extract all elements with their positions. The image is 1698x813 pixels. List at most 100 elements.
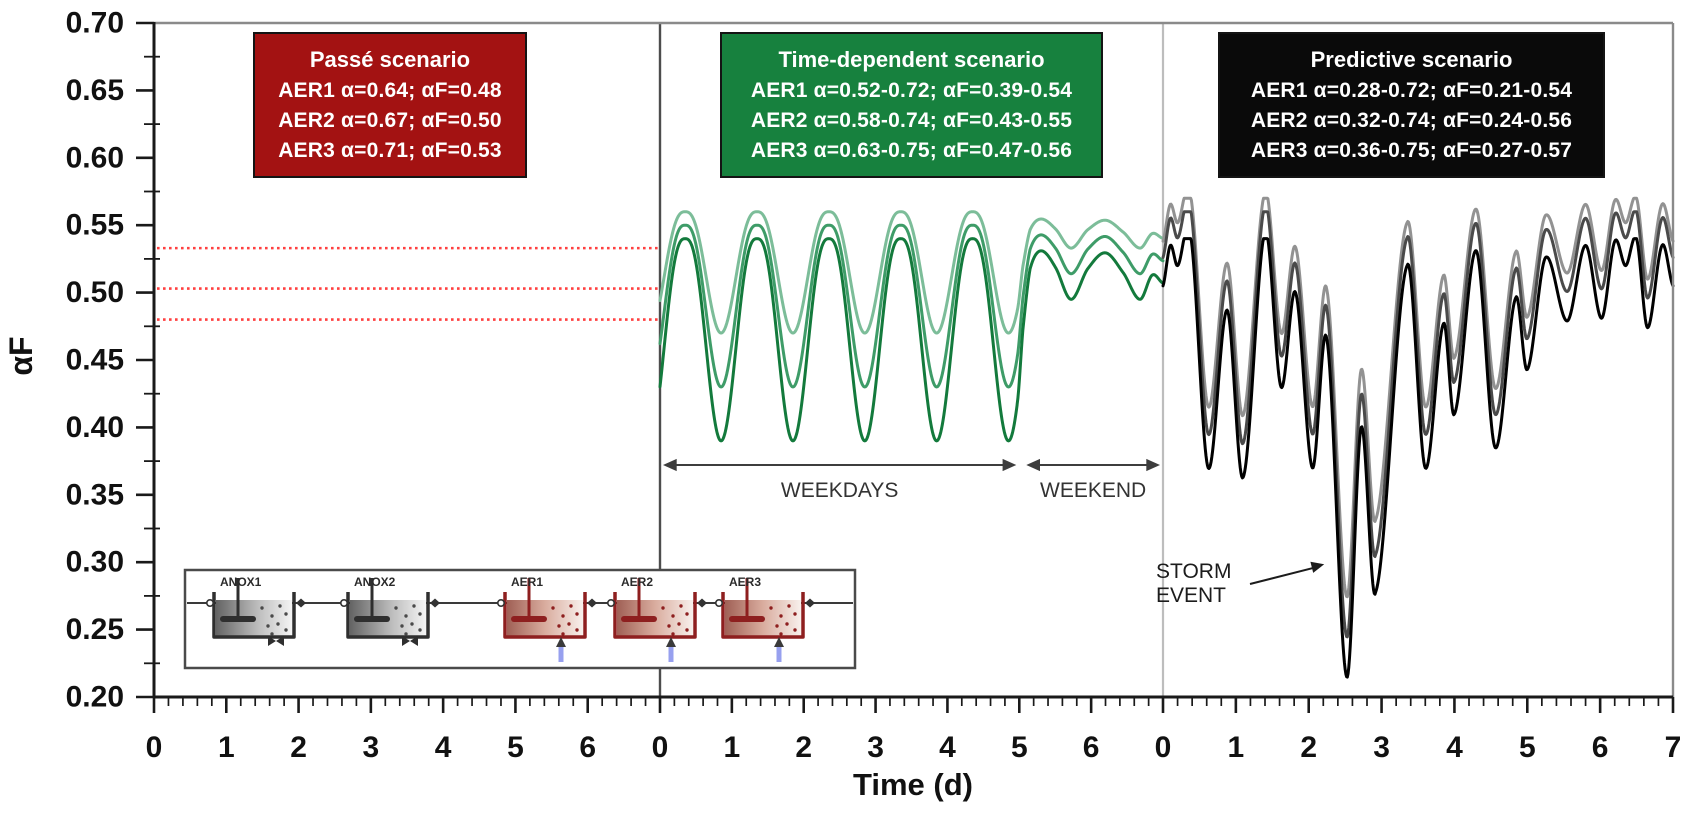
x-tick-label: 1 bbox=[1228, 731, 1245, 764]
inset-bubble bbox=[685, 612, 689, 616]
inset-tank-anox1 bbox=[212, 592, 296, 639]
curve-predictive-aer1 bbox=[1161, 237, 1675, 679]
inset-bubble bbox=[769, 606, 773, 610]
inset-bubble bbox=[284, 612, 288, 616]
y-axis-title: αF bbox=[3, 336, 39, 375]
y-tick-label: 0.55 bbox=[66, 209, 124, 242]
y-tick-label: 0.25 bbox=[66, 613, 124, 646]
storm-event-arrowhead bbox=[1310, 561, 1325, 573]
inset-valve-left bbox=[402, 636, 410, 646]
y-tick-label: 0.40 bbox=[66, 411, 124, 444]
curve-predictive-aer2 bbox=[1161, 210, 1675, 639]
y-tick-label: 0.35 bbox=[66, 478, 124, 511]
passe-aer1-values: AER1 α=0.64; αF=0.48 bbox=[278, 79, 502, 102]
passe-scenario-title: Passé scenario bbox=[309, 47, 471, 72]
inset-outlet-connector bbox=[430, 598, 440, 608]
inset-tank-aer3 bbox=[721, 592, 805, 639]
inset-bubble bbox=[779, 614, 783, 618]
inset-tank-label-aer1: AER1 bbox=[511, 575, 543, 589]
inset-outlet-connector bbox=[805, 598, 815, 608]
inset-aeration-arrowhead bbox=[666, 637, 676, 647]
predictive-aer3-values: AER3 α=0.36-0.75; αF=0.27-0.57 bbox=[1250, 139, 1573, 162]
y-tick-label: 0.70 bbox=[66, 7, 124, 40]
inset-bubble bbox=[410, 622, 414, 626]
curve-time-dependent-aer1 bbox=[658, 237, 1165, 443]
inset-aeration-arrowhead bbox=[556, 637, 566, 647]
inset-bubble bbox=[561, 632, 565, 636]
storm-event-arrow bbox=[1249, 565, 1321, 585]
inset-bubble bbox=[793, 628, 797, 632]
inset-bubble bbox=[575, 628, 579, 632]
x-tick-label: 0 bbox=[652, 731, 669, 764]
inset-tank-aer2 bbox=[613, 592, 697, 639]
y-tick-label: 0.50 bbox=[66, 276, 124, 309]
inset-aeration-arrowhead bbox=[774, 637, 784, 647]
inset-tank-label-aer3: AER3 bbox=[729, 575, 761, 589]
time-dependent-scenario-box: Time-dependent scenario AER1 α=0.52-0.72… bbox=[720, 32, 1103, 178]
inset-bubble bbox=[679, 604, 683, 608]
inset-bubble bbox=[284, 628, 288, 632]
inset-bubble bbox=[557, 624, 561, 628]
time-dependent-scenario-title: Time-dependent scenario bbox=[778, 47, 1045, 72]
x-tick-label: 2 bbox=[795, 731, 812, 764]
weekdays-label: WEEKDAYS bbox=[781, 479, 898, 502]
inset-inlet-connector bbox=[496, 598, 505, 607]
predictive-aer1-values: AER1 α=0.28-0.72; αF=0.21-0.54 bbox=[1250, 79, 1573, 102]
inset-tank-label-aer2: AER2 bbox=[621, 575, 653, 589]
x-tick-label: 6 bbox=[1592, 731, 1609, 764]
inset-bubble bbox=[561, 614, 565, 618]
inset-tank-label-anox1: ANOX1 bbox=[220, 575, 262, 589]
inset-valve-left bbox=[268, 636, 276, 646]
inset-bubble bbox=[278, 604, 282, 608]
inset-bubble bbox=[394, 606, 398, 610]
inset-bubble bbox=[266, 624, 270, 628]
x-tick-label: 1 bbox=[724, 731, 741, 764]
inset-bubble bbox=[412, 604, 416, 608]
inset-valve-right bbox=[276, 636, 284, 646]
inset-bubble bbox=[661, 606, 665, 610]
x-tick-label: 5 bbox=[1011, 731, 1028, 764]
weekend-label: WEEKEND bbox=[1040, 479, 1146, 502]
x-tick-label: 6 bbox=[1083, 731, 1100, 764]
inset-tank-anox2 bbox=[346, 592, 430, 639]
curve-time-dependent-aer3 bbox=[658, 210, 1165, 335]
x-tick-label: 5 bbox=[1519, 731, 1536, 764]
inset-bubble bbox=[270, 614, 274, 618]
inset-bubble bbox=[276, 622, 280, 626]
curve-time-dependent-aer2 bbox=[658, 223, 1165, 389]
x-tick-label: 6 bbox=[579, 731, 596, 764]
weekdays-arrowhead-left bbox=[663, 458, 677, 472]
inset-bubble bbox=[569, 604, 573, 608]
y-tick-label: 0.60 bbox=[66, 141, 124, 174]
time-dependent-aer2-values: AER2 α=0.58-0.74; αF=0.43-0.55 bbox=[750, 109, 1073, 132]
inset-outlet-connector bbox=[296, 598, 306, 608]
x-tick-label: 5 bbox=[507, 731, 524, 764]
inset-bubble bbox=[270, 632, 274, 636]
inset-valve-right bbox=[410, 636, 418, 646]
inset-outlet-connector bbox=[697, 598, 707, 608]
inset-tank-aer1 bbox=[503, 592, 587, 639]
storm-event-label-line2: EVENT bbox=[1156, 584, 1226, 607]
x-tick-label: 3 bbox=[867, 731, 884, 764]
y-tick-label: 0.65 bbox=[66, 74, 124, 107]
weekend-arrowhead-left bbox=[1026, 458, 1040, 472]
time-dependent-aer3-values: AER3 α=0.63-0.75; αF=0.47-0.56 bbox=[750, 139, 1073, 162]
x-tick-label: 0 bbox=[1155, 731, 1172, 764]
process-diagram-inset bbox=[183, 568, 857, 670]
inset-bubble bbox=[404, 632, 408, 636]
x-tick-label: 2 bbox=[1300, 731, 1317, 764]
x-tick-label: 4 bbox=[435, 731, 452, 764]
time-dependent-aer1-values: AER1 α=0.52-0.72; αF=0.39-0.54 bbox=[750, 79, 1073, 102]
passe-aer2-values: AER2 α=0.67; αF=0.50 bbox=[278, 109, 502, 132]
inset-bubble bbox=[793, 612, 797, 616]
x-tick-label: 4 bbox=[939, 731, 956, 764]
inset-bubble bbox=[418, 628, 422, 632]
inset-bubble bbox=[671, 632, 675, 636]
inset-bubble bbox=[567, 622, 571, 626]
weekend-arrowhead-right bbox=[1146, 458, 1160, 472]
x-axis-title: Time (d) bbox=[853, 767, 973, 802]
inset-bubble bbox=[779, 632, 783, 636]
inset-inlet-connector bbox=[206, 598, 215, 607]
predictive-scenario-box: Predictive scenario AER1 α=0.28-0.72; αF… bbox=[1218, 32, 1605, 178]
x-tick-label: 4 bbox=[1446, 731, 1463, 764]
